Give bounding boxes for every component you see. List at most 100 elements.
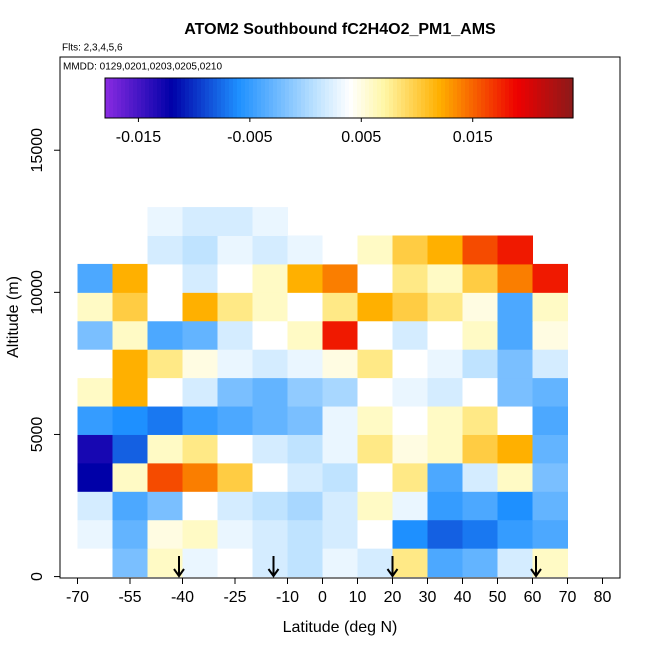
heatmap-cell bbox=[252, 406, 288, 435]
colorbar-swatch bbox=[389, 78, 394, 118]
colorbar-swatch bbox=[469, 78, 474, 118]
heatmap-cell bbox=[392, 292, 428, 322]
arrow-head bbox=[173, 568, 185, 578]
heatmap-cell bbox=[357, 377, 393, 407]
heatmap-cell bbox=[532, 434, 568, 464]
heatmap-cell bbox=[532, 462, 568, 492]
heatmap-cell bbox=[182, 434, 218, 464]
colorbar-swatch bbox=[481, 78, 486, 118]
colorbar-swatch bbox=[537, 78, 542, 118]
colorbar-swatch bbox=[209, 78, 214, 118]
heatmap-cell bbox=[77, 434, 113, 464]
heatmap-cell bbox=[427, 292, 463, 322]
heatmap-cell bbox=[77, 406, 113, 435]
colorbar-swatch bbox=[309, 78, 314, 118]
heatmap-cell bbox=[322, 320, 358, 350]
colorbar-swatch bbox=[205, 78, 210, 118]
heatmap-cell bbox=[392, 462, 428, 492]
heatmap-cell bbox=[252, 519, 288, 549]
heatmap-cell bbox=[217, 207, 253, 236]
colorbar-swatch bbox=[341, 78, 346, 118]
colorbar-swatch bbox=[397, 78, 402, 118]
colorbar-swatch bbox=[425, 78, 430, 118]
colorbar-swatch bbox=[497, 78, 502, 118]
heatmap-cell bbox=[182, 519, 218, 549]
colorbar-swatch bbox=[197, 78, 202, 118]
heatmap-cell bbox=[497, 406, 533, 435]
colorbar-swatch bbox=[177, 78, 182, 118]
heatmap-cell bbox=[322, 434, 358, 464]
heatmap-cell bbox=[462, 406, 498, 435]
heatmap-cell bbox=[147, 491, 183, 521]
colorbar-swatch bbox=[373, 78, 378, 118]
heatmap-cell bbox=[357, 349, 393, 379]
colorbar-swatch bbox=[357, 78, 362, 118]
colorbar-swatch bbox=[525, 78, 530, 118]
colorbar-swatch bbox=[245, 78, 250, 118]
heatmap-cell bbox=[252, 320, 288, 350]
heatmap-cell bbox=[357, 263, 393, 293]
colorbar-swatch bbox=[337, 78, 342, 118]
heatmap-cell bbox=[462, 548, 498, 578]
heatmap-cell bbox=[427, 263, 463, 293]
heatmap-cell bbox=[287, 377, 323, 407]
heatmap-cell bbox=[497, 320, 533, 350]
heatmap-cell bbox=[77, 349, 113, 379]
heatmap-cell bbox=[357, 462, 393, 492]
colorbar-swatch bbox=[437, 78, 442, 118]
heatmap-cell bbox=[497, 519, 533, 549]
colorbar-swatch bbox=[105, 78, 110, 118]
heatmap-cell bbox=[392, 377, 428, 407]
heatmap-cell bbox=[112, 320, 148, 350]
colorbar-swatch bbox=[329, 78, 334, 118]
heatmap-cell bbox=[322, 235, 358, 265]
colorbar-swatch bbox=[257, 78, 262, 118]
heatmap-cell bbox=[77, 377, 113, 407]
heatmap-cell bbox=[287, 434, 323, 464]
heatmap-cell bbox=[112, 434, 148, 464]
colorbar-swatch bbox=[185, 78, 190, 118]
colorbar-swatch bbox=[409, 78, 414, 118]
colorbar-swatch bbox=[529, 78, 534, 118]
heatmap-cell bbox=[252, 377, 288, 407]
x-tick-label: -55 bbox=[118, 589, 141, 606]
colorbar-swatch bbox=[325, 78, 330, 118]
x-tick-label: 70 bbox=[559, 589, 577, 606]
colorbar-swatch bbox=[561, 78, 566, 118]
heatmap-cell bbox=[182, 462, 218, 492]
heatmap-cell bbox=[287, 292, 323, 322]
colorbar-swatch bbox=[449, 78, 454, 118]
colorbar-swatch bbox=[117, 78, 122, 118]
y-axis-label: Altitude (m) bbox=[5, 276, 22, 358]
heatmap-cell bbox=[427, 462, 463, 492]
heatmap-cell bbox=[217, 235, 253, 265]
colorbar-swatch bbox=[169, 78, 174, 118]
heatmap-cell bbox=[532, 320, 568, 350]
colorbar-swatch bbox=[517, 78, 522, 118]
colorbar-swatch bbox=[221, 78, 226, 118]
colorbar-swatch bbox=[269, 78, 274, 118]
heatmap-cell bbox=[287, 349, 323, 379]
colorbar-swatch bbox=[201, 78, 206, 118]
colorbar-swatch bbox=[433, 78, 438, 118]
colorbar-swatch bbox=[161, 78, 166, 118]
x-tick-label: 60 bbox=[524, 589, 542, 606]
heatmap-cell bbox=[77, 462, 113, 492]
heatmap-cell bbox=[112, 207, 148, 236]
plot-frame bbox=[59, 56, 621, 579]
heatmap-cell bbox=[147, 377, 183, 407]
y-tick-label: 0 bbox=[29, 572, 46, 581]
x-tick-label: 10 bbox=[349, 589, 367, 606]
colorbar-swatch bbox=[377, 78, 382, 118]
heatmap-cell bbox=[497, 434, 533, 464]
colorbar-swatch bbox=[265, 78, 270, 118]
heatmap-cell bbox=[497, 548, 533, 578]
heatmap-cell bbox=[252, 434, 288, 464]
heatmap-cell bbox=[392, 320, 428, 350]
colorbar-swatch bbox=[145, 78, 150, 118]
heatmap-cell bbox=[322, 292, 358, 322]
heatmap-cell bbox=[357, 548, 393, 578]
heatmap-cell bbox=[497, 377, 533, 407]
heatmap-cell bbox=[287, 263, 323, 293]
